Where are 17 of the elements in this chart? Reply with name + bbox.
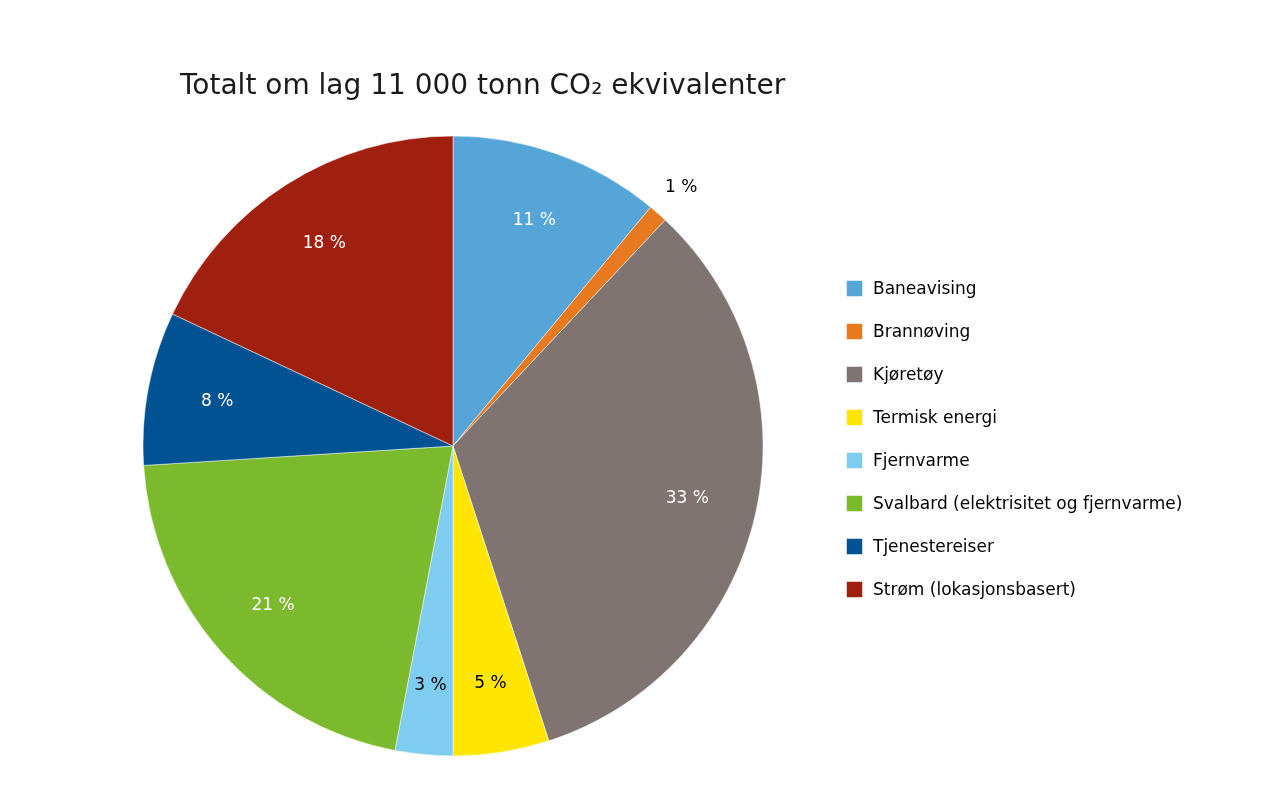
data-label: 11 %: [512, 209, 556, 230]
chart-title: Totalt om lag 11 000 tonn CO₂ ekvivalenter: [179, 68, 786, 101]
data-label: 21 %: [251, 593, 295, 614]
legend-label: Fjernvarme: [873, 449, 970, 470]
data-label: 33 %: [665, 487, 709, 508]
legend-label: Tjenestereiser: [872, 535, 994, 556]
data-label: 3 %: [414, 673, 447, 694]
data-label: 5 %: [474, 672, 507, 693]
data-label: 18 %: [302, 232, 346, 253]
legend-label: Svalbard (elektrisitet og fjernvarme): [873, 492, 1183, 513]
legend-label: Brannøving: [873, 320, 971, 341]
legend-label: Kjøretøy: [873, 363, 944, 384]
data-label: 1 %: [664, 176, 698, 197]
data-label: 8 %: [201, 390, 234, 411]
legend-label: Termisk energi: [872, 406, 997, 427]
legend-label: Baneavising: [873, 277, 977, 298]
legend-label: Strøm (lokasjonsbasert): [873, 578, 1076, 599]
